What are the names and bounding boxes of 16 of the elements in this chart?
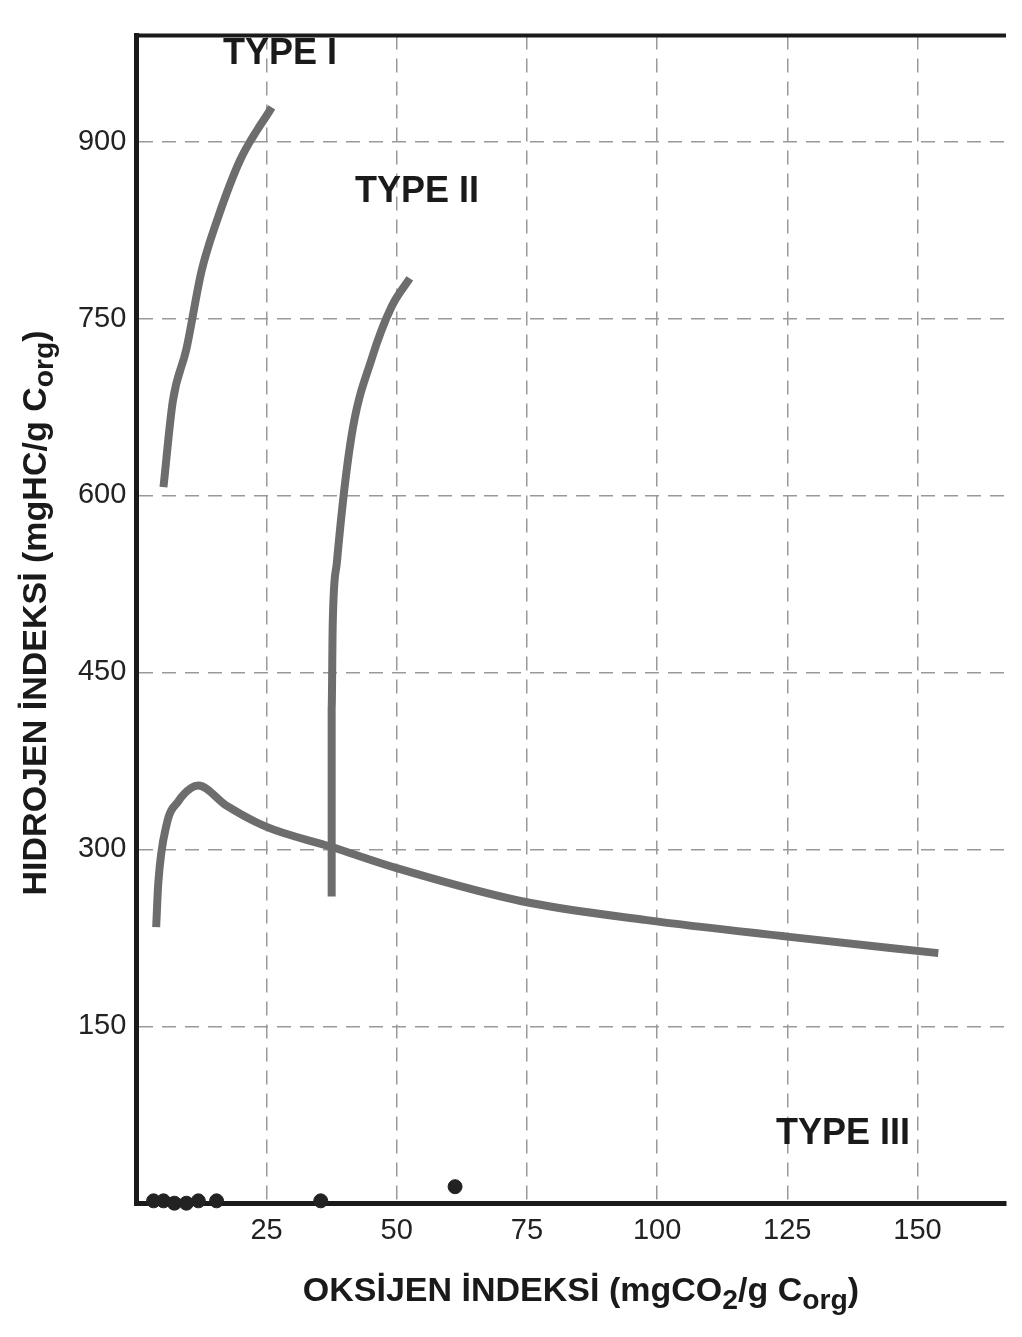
- x-tick-label: 100: [632, 1212, 682, 1245]
- x-tick-label: 50: [380, 1212, 413, 1245]
- x-tick-label: 150: [893, 1212, 942, 1245]
- y-tick-label: 150: [77, 1008, 127, 1041]
- x-tick-label: 125: [763, 1212, 812, 1245]
- y-tick-label: 450: [77, 654, 127, 687]
- y-tick-label: 750: [77, 300, 127, 333]
- x-tick-label: 25: [250, 1212, 283, 1245]
- y-tick-label: 900: [77, 123, 127, 156]
- annotation: TYPE III: [775, 1111, 911, 1153]
- x-axis-title: OKSİJEN İNDEKSİ (mgCO$_{2}$/g C$_{org}$): [301, 1270, 861, 1316]
- x-tick-label: 75: [510, 1212, 544, 1245]
- annotation: TYPE II: [354, 169, 480, 211]
- annotation: TYPE I: [222, 31, 338, 73]
- y-tick-label: 300: [77, 831, 127, 864]
- y-tick-label: 600: [77, 477, 127, 510]
